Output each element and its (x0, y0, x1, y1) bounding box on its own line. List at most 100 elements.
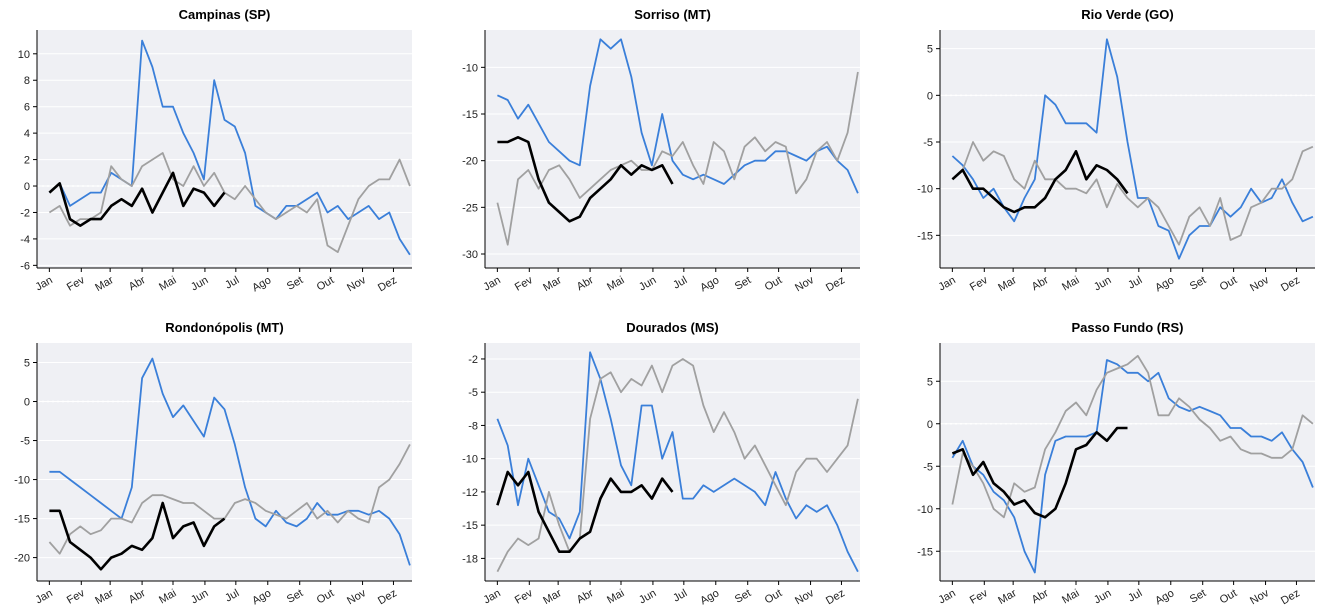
y-tick-label: -10 (917, 504, 933, 516)
x-tick-label: Jun (637, 587, 658, 606)
x-tick-label: Nov (1248, 587, 1271, 607)
x-tick-label: Mar (93, 587, 116, 607)
series-line (49, 501, 226, 571)
x-tick-label: Dez (824, 587, 847, 607)
y-tick-label: -2 (20, 207, 30, 219)
x-tick-label: Jun (1092, 587, 1113, 606)
x-tick-label: Mai (1060, 587, 1081, 606)
y-tick-label: -15 (917, 230, 933, 242)
series-line (497, 38, 859, 194)
x-tick-label: Set (285, 587, 305, 606)
y-tick-label: -6 (20, 260, 30, 272)
y-tick-label: -12 (462, 487, 478, 499)
x-tick-label: Jul (671, 274, 689, 291)
x-tick-label: Abr (575, 274, 596, 293)
x-tick-label: Nov (345, 274, 368, 294)
x-tick-label: Fev (65, 587, 87, 607)
x-tick-label: Set (733, 274, 753, 293)
x-tick-label: Dez (824, 274, 847, 294)
x-tick-label: Out (1218, 587, 1239, 606)
series-line (48, 152, 411, 253)
x-tick-label: Jul (223, 587, 241, 604)
x-tick-label: Fev (968, 274, 990, 294)
x-tick-label: Out (315, 274, 336, 293)
x-tick-label: Ago (250, 587, 273, 607)
y-tick-label: -20 (462, 156, 478, 168)
series-line (951, 359, 1314, 574)
chart-title: Rio Verde (GO) (1081, 7, 1173, 22)
y-tick-label: -8 (468, 420, 478, 432)
x-tick-label: Mai (605, 587, 626, 606)
subplot: -2 -5 -8 -10 -12 -15 -18 Jan Fev Mar Abr Mai Jun Jul A… (462, 320, 860, 607)
x-tick-label: Nov (1248, 274, 1271, 294)
x-tick-label: Abr (127, 587, 148, 606)
series-line (496, 358, 859, 573)
x-tick-label: Jul (223, 274, 241, 291)
x-tick-label: Ago (1153, 587, 1176, 607)
x-tick-label: Mai (157, 274, 178, 293)
x-tick-label: Abr (127, 274, 148, 293)
x-tick-label: Jun (637, 274, 658, 293)
y-tick-label: 0 (927, 90, 933, 102)
x-tick-label: Abr (1030, 587, 1051, 606)
x-tick-label: Jun (189, 587, 210, 606)
y-tick-label: -5 (923, 137, 933, 149)
x-tick-label: Fev (513, 274, 535, 294)
x-tick-label: Jan (936, 274, 957, 293)
x-tick-label: Mar (541, 587, 564, 607)
chart-title: Dourados (MS) (626, 320, 718, 335)
subplot: -15 -10 -5 0 5 Jan Fev Mar Abr Mai Jun Jul Ago Set Out… (917, 7, 1315, 294)
y-tick-label: 6 (24, 102, 30, 114)
series-group (951, 354, 1314, 574)
series-group (496, 38, 859, 246)
x-tick-label: Jan (481, 274, 502, 293)
x-tick-label: Out (763, 274, 784, 293)
series-line (49, 357, 411, 566)
x-tick-label: Jul (1126, 587, 1144, 604)
y-tick-label: 0 (927, 419, 933, 431)
x-tick-label: Abr (575, 587, 596, 606)
chart-title: Campinas (SP) (179, 7, 271, 22)
x-tick-label: Ago (250, 274, 273, 294)
x-tick-label: Ago (698, 587, 721, 607)
series-line (951, 38, 1314, 260)
x-tick-label: Ago (1153, 274, 1176, 294)
x-tick-label: Set (733, 587, 753, 606)
series-line (497, 136, 674, 223)
plot-background (485, 343, 860, 581)
series-line (48, 171, 226, 227)
x-tick-label: Out (1218, 274, 1239, 293)
y-tick-label: -5 (20, 436, 30, 448)
series-line (48, 443, 411, 555)
x-tick-label: Jan (33, 587, 54, 606)
series-group (496, 351, 859, 573)
y-tick-label: -5 (468, 387, 478, 399)
x-tick-label: Set (1188, 274, 1208, 293)
y-tick-label: 10 (18, 49, 30, 61)
x-tick-label: Mar (996, 274, 1019, 294)
plot-background (485, 30, 860, 268)
y-tick-label: -15 (14, 514, 30, 526)
chart-title: Rondonópolis (MT) (165, 320, 283, 335)
y-tick-label: -15 (462, 520, 478, 532)
x-tick-label: Dez (1279, 587, 1302, 607)
x-tick-label: Fev (65, 274, 87, 294)
subplot: -30 -25 -20 -15 -10 Jan Fev Mar Abr Mai Jun Jul Ago S… (462, 7, 860, 294)
y-tick-label: -10 (462, 62, 478, 74)
x-tick-label: Fev (513, 587, 535, 607)
chart-title: Passo Fundo (RS) (1072, 320, 1184, 335)
plot-background (940, 30, 1315, 268)
x-tick-label: Mai (1060, 274, 1081, 293)
chart-title: Sorriso (MT) (634, 7, 711, 22)
y-tick-label: -4 (20, 234, 30, 246)
x-tick-label: Dez (376, 274, 399, 294)
y-tick-label: 5 (24, 358, 30, 370)
subplot: -6 -4 -2 0 2 4 6 8 10 Jan Fev Mar Abr Mai Jun Jul Ago Set… (18, 7, 412, 294)
series-line (951, 426, 1128, 519)
y-tick-label: 0 (24, 397, 30, 409)
y-tick-label: 5 (927, 44, 933, 56)
x-tick-label: Nov (345, 587, 368, 607)
y-tick-label: -18 (462, 553, 478, 565)
series-group (48, 39, 411, 256)
